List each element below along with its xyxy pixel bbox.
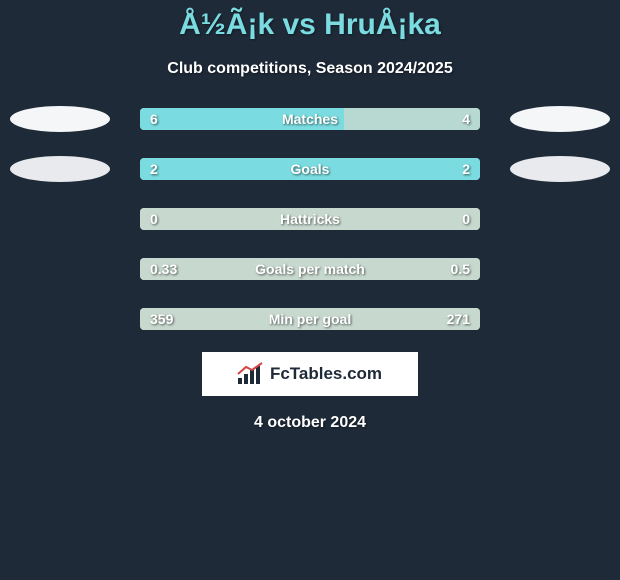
stat-value-left: 0 bbox=[150, 211, 158, 227]
stat-label: Goals bbox=[291, 161, 330, 177]
bar-fill-right bbox=[310, 158, 480, 180]
brand-text: FcTables.com bbox=[270, 364, 382, 384]
stat-value-right: 271 bbox=[447, 311, 470, 327]
stat-value-left: 359 bbox=[150, 311, 173, 327]
stat-bar: 6 4 Matches bbox=[140, 108, 480, 130]
page-title: Å½Ã¡k vs HruÅ¡ka bbox=[179, 8, 441, 42]
date-label: 4 october 2024 bbox=[254, 414, 366, 432]
stat-row: 2 2 Goals bbox=[0, 156, 620, 182]
subtitle: Club competitions, Season 2024/2025 bbox=[167, 60, 452, 78]
stat-value-right: 4 bbox=[462, 111, 470, 127]
stat-value-left: 2 bbox=[150, 161, 158, 177]
stats-list: 6 4 Matches 2 2 Goals 0 0 Hattricks 0.33 0.5 Goals … bbox=[0, 106, 620, 332]
brand-logo[interactable]: FcTables.com bbox=[202, 352, 418, 396]
bar-fill-right bbox=[344, 108, 480, 130]
stat-row: 6 4 Matches bbox=[0, 106, 620, 132]
stat-value-right: 0.5 bbox=[451, 261, 470, 277]
stat-row: 0 0 Hattricks bbox=[0, 206, 620, 232]
chart-icon bbox=[238, 364, 264, 384]
stat-value-right: 2 bbox=[462, 161, 470, 177]
stat-label: Hattricks bbox=[280, 211, 340, 227]
player-oval-left bbox=[10, 156, 110, 182]
player-oval-left bbox=[10, 106, 110, 132]
stat-label: Matches bbox=[282, 111, 338, 127]
stat-value-left: 6 bbox=[150, 111, 158, 127]
comparison-card: Å½Ã¡k vs HruÅ¡ka Club competitions, Seas… bbox=[0, 0, 620, 432]
stat-value-left: 0.33 bbox=[150, 261, 177, 277]
bar-fill-left bbox=[140, 158, 310, 180]
stat-row: 0.33 0.5 Goals per match bbox=[0, 256, 620, 282]
stat-label: Goals per match bbox=[255, 261, 365, 277]
stat-row: 359 271 Min per goal bbox=[0, 306, 620, 332]
stat-bar: 0 0 Hattricks bbox=[140, 208, 480, 230]
stat-bar: 2 2 Goals bbox=[140, 158, 480, 180]
player-oval-right bbox=[510, 156, 610, 182]
stat-bar: 359 271 Min per goal bbox=[140, 308, 480, 330]
stat-bar: 0.33 0.5 Goals per match bbox=[140, 258, 480, 280]
stat-value-right: 0 bbox=[462, 211, 470, 227]
stat-label: Min per goal bbox=[269, 311, 351, 327]
player-oval-right bbox=[510, 106, 610, 132]
